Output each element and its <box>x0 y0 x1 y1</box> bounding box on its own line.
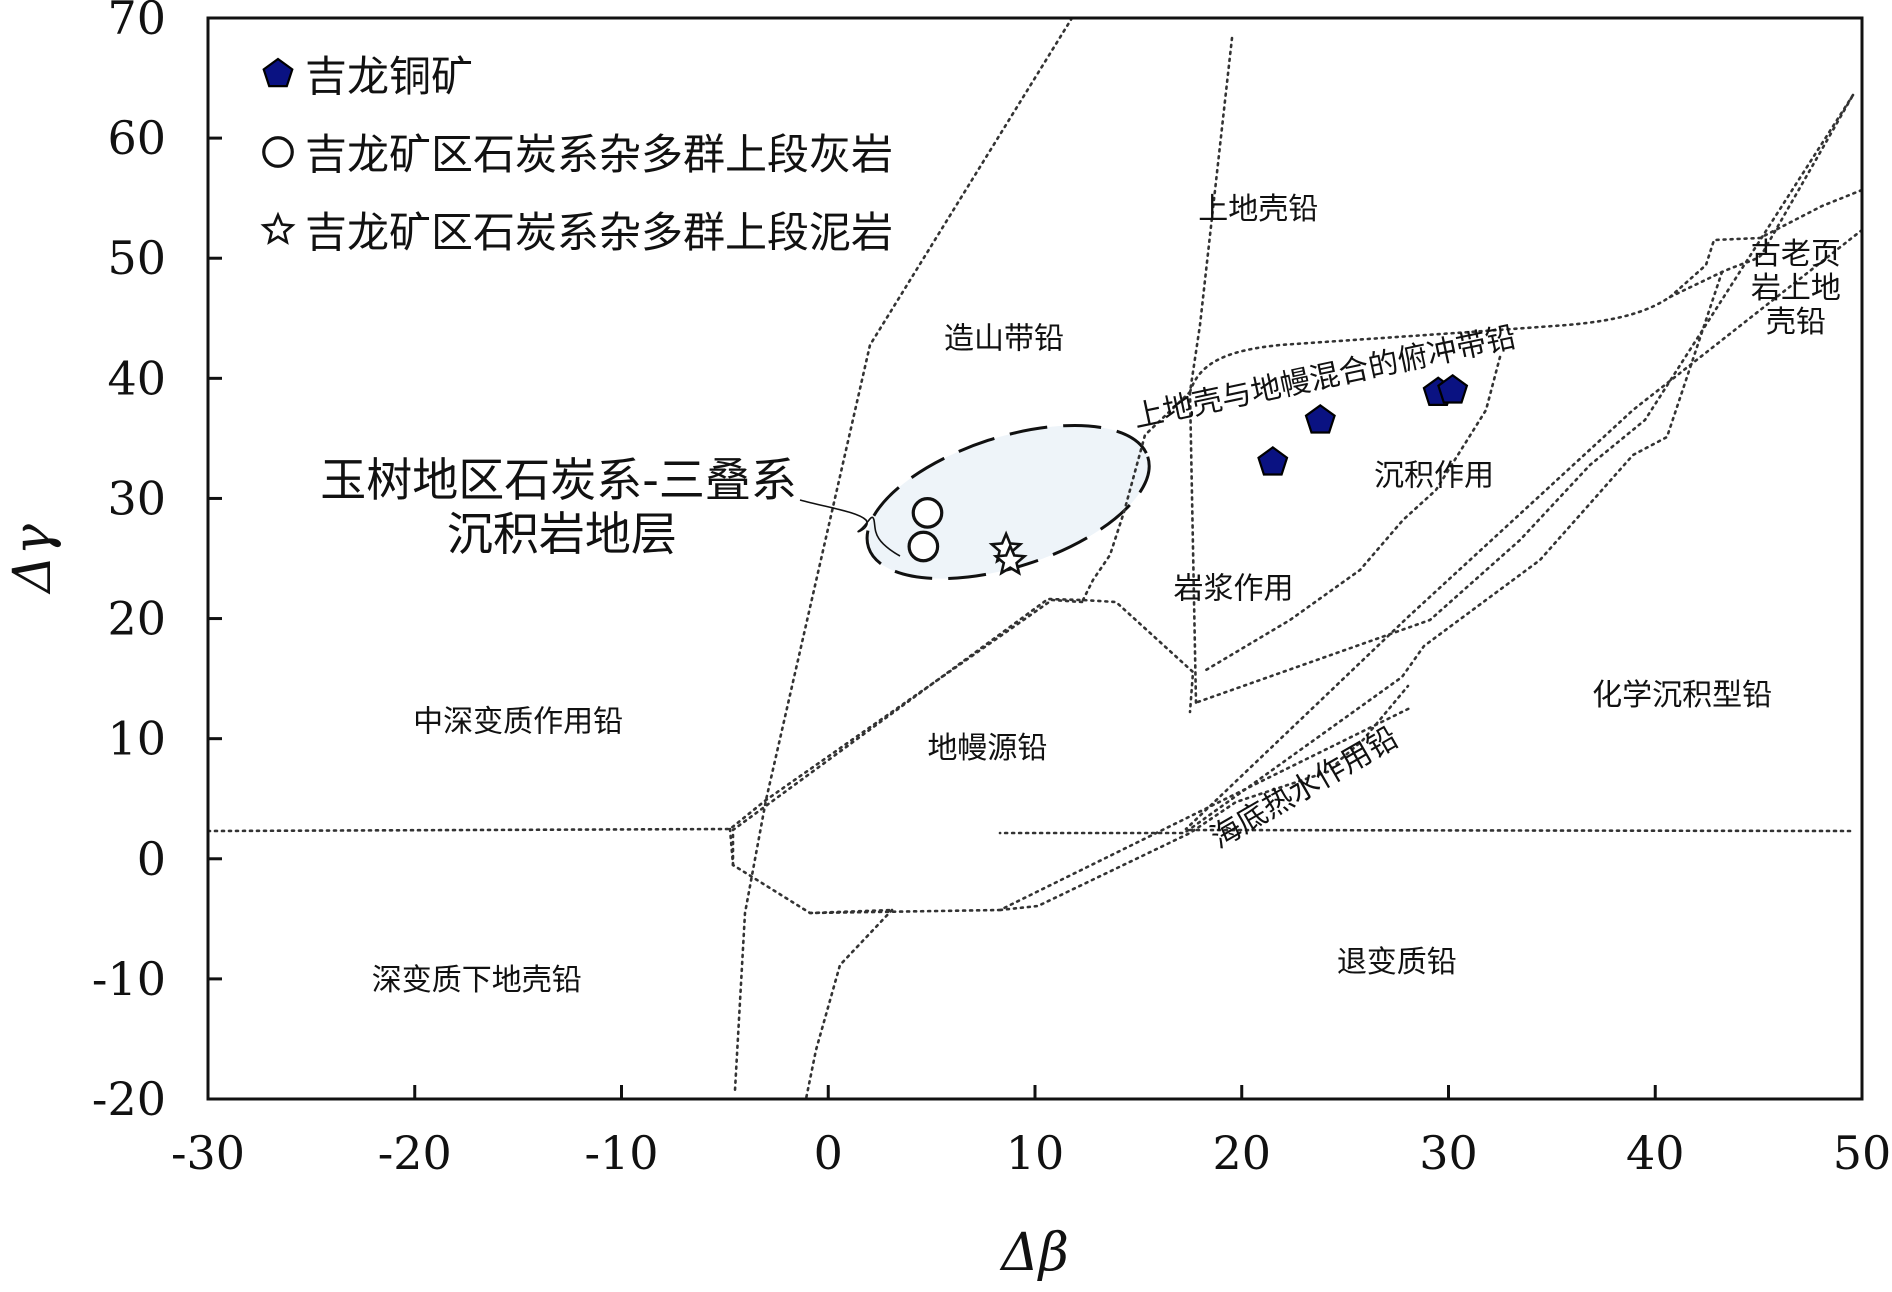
annotation-text: 玉树地区石炭系-三叠系 <box>320 453 797 507</box>
data-point-pentagon <box>1437 373 1469 404</box>
region-boundary <box>808 908 894 915</box>
x-tick-label: 0 <box>814 1126 843 1180</box>
region-label: 地幔源铅 <box>927 731 1047 766</box>
x-tick-label: 50 <box>1833 1126 1892 1180</box>
legend-label: 吉龙铜矿 <box>305 52 473 101</box>
region-boundary <box>764 598 1084 802</box>
region-boundary <box>998 684 1410 912</box>
region-boundary <box>1184 228 1864 831</box>
region-label-rotated: 海底热水作用铅 <box>1205 720 1404 855</box>
y-tick-label: -10 <box>92 952 166 1006</box>
x-axis-title: Δβ <box>999 1223 1069 1283</box>
region-boundary <box>1188 93 1855 394</box>
region-boundary <box>728 706 1412 915</box>
region-label: 岩浆作用 <box>1173 571 1293 606</box>
x-tick-label: 20 <box>1212 1126 1271 1180</box>
x-tick-label: 40 <box>1626 1126 1685 1180</box>
y-tick-label: 20 <box>107 592 166 646</box>
y-tick-label: 70 <box>107 0 166 45</box>
region-label: 造山带铅 <box>944 321 1064 356</box>
y-tick-label: 10 <box>107 712 166 766</box>
x-tick-label: 10 <box>1006 1126 1065 1180</box>
region-label: 深变质下地壳铅 <box>372 963 582 998</box>
y-tick-label: 0 <box>137 832 166 886</box>
x-tick-label: -10 <box>584 1126 658 1180</box>
legend-marker-star <box>260 211 296 245</box>
y-tick-label: 30 <box>107 471 166 525</box>
data-point-circle <box>911 497 944 529</box>
y-tick-label: 60 <box>107 111 166 165</box>
annotation-text: 沉积岩地层 <box>447 507 677 561</box>
x-tick-label: -30 <box>171 1126 245 1180</box>
region-label-stacked: 岩上地 <box>1751 271 1841 306</box>
legend-marker-pentagon <box>262 57 294 88</box>
region-boundary <box>1193 93 1855 705</box>
highlight-ellipse <box>867 425 1150 579</box>
data-point-circle <box>907 530 940 563</box>
region-label: 退变质铅 <box>1337 945 1457 980</box>
region-boundary <box>804 908 894 1101</box>
region-boundary <box>998 270 1724 835</box>
data-point-star <box>992 542 1028 576</box>
region-label: 上地壳铅 <box>1198 192 1318 227</box>
y-tick-label: 50 <box>107 231 166 285</box>
region-label: 中深变质作用铅 <box>413 705 623 740</box>
y-axis-title: Δγ <box>3 523 63 595</box>
region-label-stacked: 古老页 <box>1751 237 1841 272</box>
legend-label: 吉龙矿区石炭系杂多群上段灰岩 <box>305 130 893 179</box>
data-point-pentagon <box>1257 446 1289 476</box>
region-boundary <box>733 16 1074 1092</box>
region-boundary <box>731 597 1195 867</box>
region-boundary <box>206 798 768 833</box>
region-label: 沉积作用 <box>1374 458 1494 493</box>
y-tick-label: 40 <box>107 351 166 405</box>
legend-label: 吉龙矿区石炭系杂多群上段泥岩 <box>305 208 893 257</box>
region-label: 化学沉积型铅 <box>1592 678 1772 713</box>
x-tick-label: 30 <box>1419 1126 1478 1180</box>
x-tick-label: -20 <box>378 1126 452 1180</box>
region-boundary <box>1188 36 1234 705</box>
legend-marker-circle <box>262 136 294 168</box>
region-boundaries <box>206 16 1864 1101</box>
highlight-ellipse-outline <box>865 423 1151 581</box>
axes: -30 -20 -10 0 10 20 30 40 50-20-1001020304050607… <box>3 0 1891 1283</box>
region-boundary <box>1188 828 1852 833</box>
y-tick-label: -20 <box>92 1072 166 1126</box>
data-point-pentagon <box>1304 404 1336 434</box>
region-label-stacked: 壳铅 <box>1766 305 1826 340</box>
annotation-leader <box>799 499 901 557</box>
region-boundary <box>1080 390 1192 604</box>
region-boundary <box>1204 355 1502 672</box>
